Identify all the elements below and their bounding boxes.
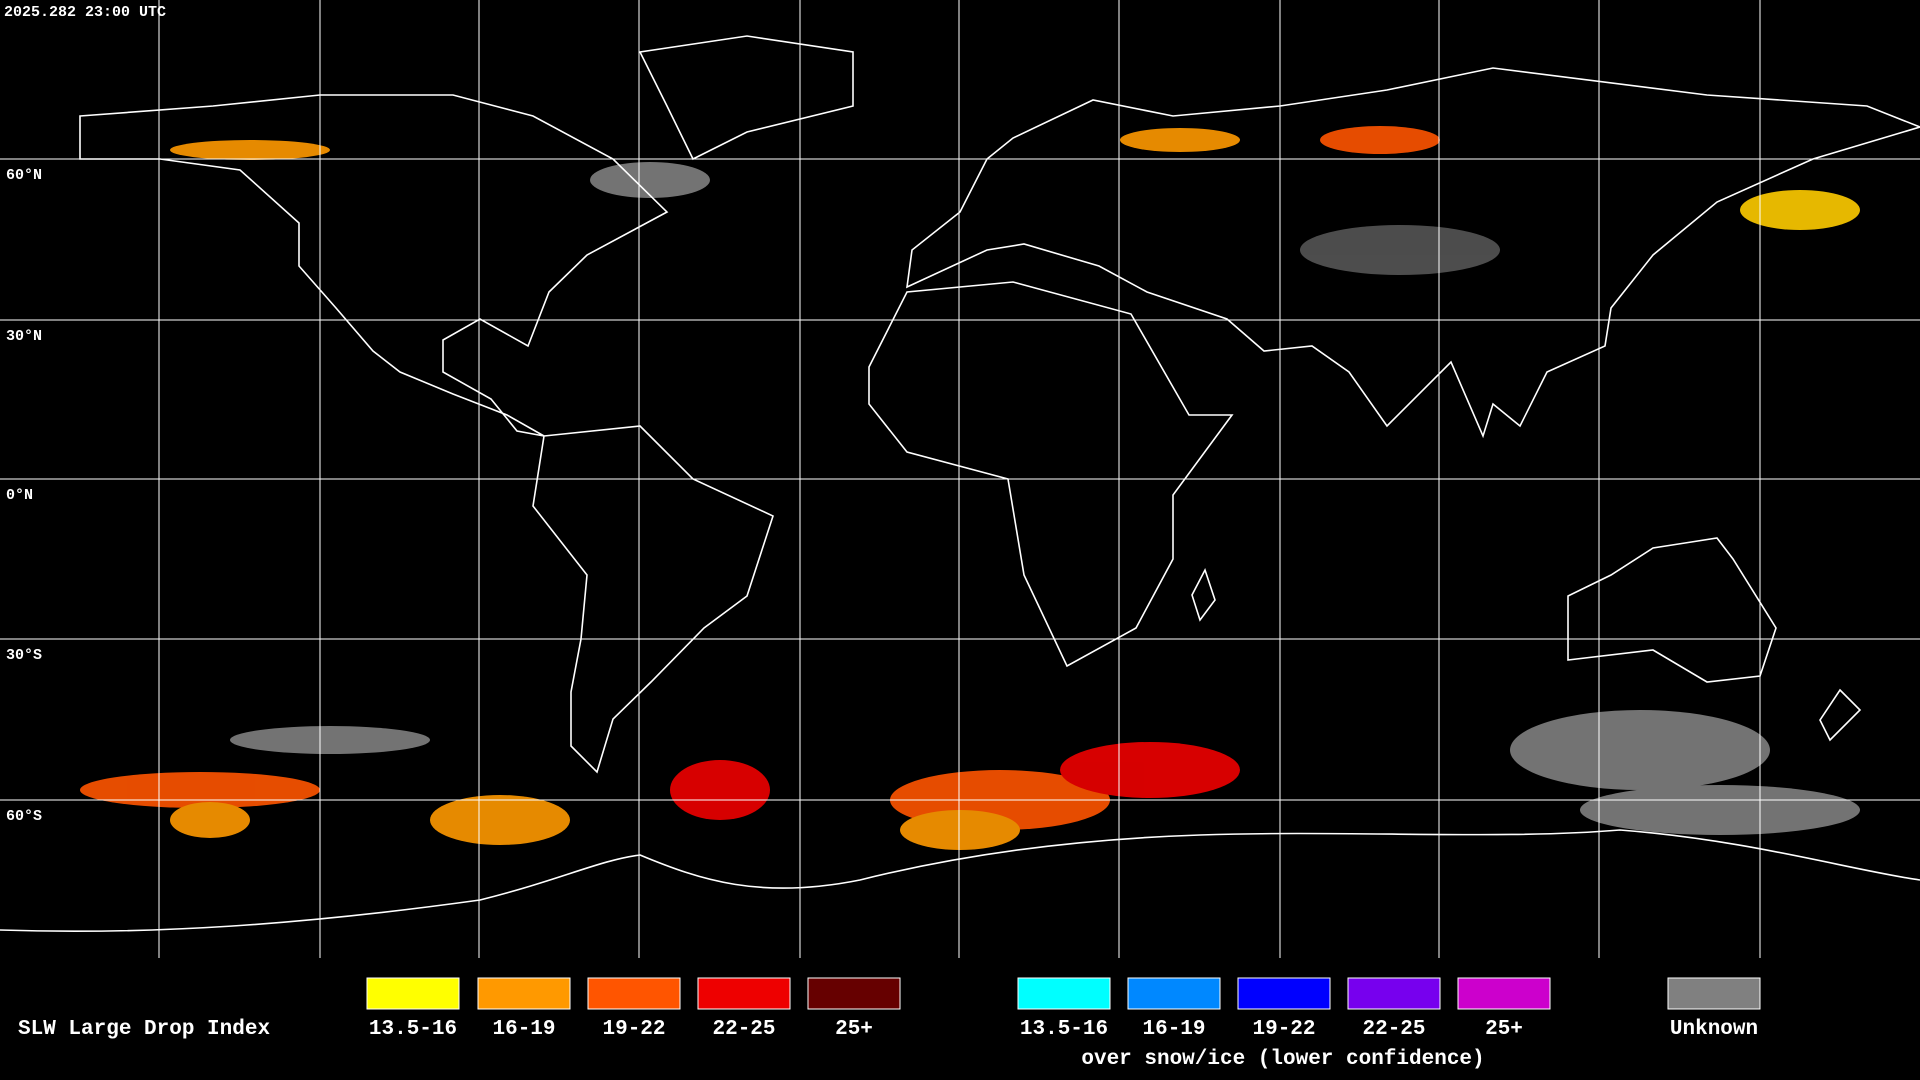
- liquid-label: 19-22: [602, 1018, 665, 1041]
- latitude-label: 30°N: [6, 328, 42, 345]
- cloud-field: [80, 126, 1860, 850]
- snow-swatch: [1017, 977, 1111, 1010]
- unknown-swatch: [1667, 977, 1761, 1010]
- legend-title: SLW Large Drop Index: [18, 1018, 270, 1041]
- liquid-label: 22-25: [712, 1018, 775, 1041]
- liquid-swatch: [587, 977, 681, 1010]
- snow-swatch: [1347, 977, 1441, 1010]
- snow-caption: over snow/ice (lower confidence): [1081, 1048, 1484, 1071]
- liquid-label: 13.5-16: [369, 1018, 457, 1041]
- snow-label: 19-22: [1252, 1018, 1315, 1041]
- liquid-swatch: [697, 977, 791, 1010]
- liquid-swatch: [366, 977, 460, 1010]
- unknown-label: Unknown: [1670, 1018, 1758, 1041]
- snow-label: 25+: [1485, 1018, 1523, 1041]
- latitude-label: 0°N: [6, 487, 33, 504]
- snow-swatch: [1457, 977, 1551, 1010]
- latitude-label: 60°S: [6, 808, 42, 825]
- liquid-label: 16-19: [492, 1018, 555, 1041]
- snow-swatch: [1127, 977, 1221, 1010]
- liquid-swatch: [807, 977, 901, 1010]
- liquid-swatch: [477, 977, 571, 1010]
- latitude-label: 60°N: [6, 167, 42, 184]
- timestamp: 2025.282 23:00 UTC: [4, 4, 166, 21]
- snow-swatch: [1237, 977, 1331, 1010]
- snow-label: 13.5-16: [1020, 1018, 1108, 1041]
- latitude-label: 30°S: [6, 647, 42, 664]
- coastlines: [0, 35, 1920, 933]
- snow-label: 16-19: [1142, 1018, 1205, 1041]
- legend-bar: [0, 958, 1920, 1080]
- liquid-label: 25+: [835, 1018, 873, 1041]
- snow-label: 22-25: [1362, 1018, 1425, 1041]
